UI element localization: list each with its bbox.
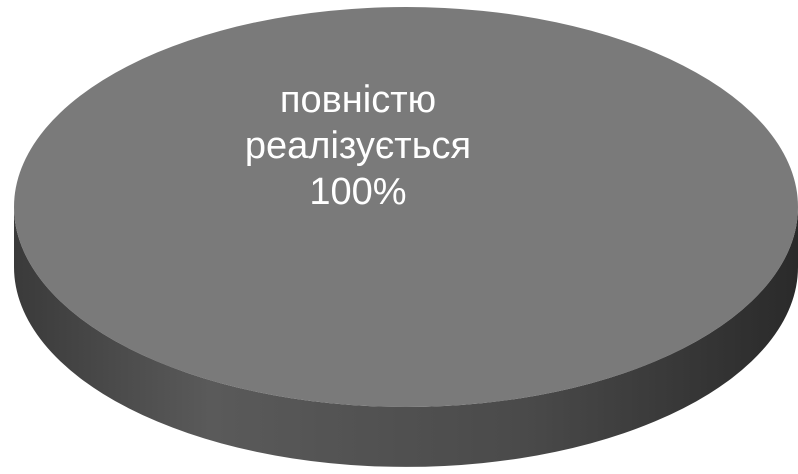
slice-data-label: 100%: [309, 171, 406, 213]
pie-slice: [14, 7, 798, 407]
pie-slice-side: [14, 207, 798, 467]
slice-name-label: реалізується: [245, 125, 471, 167]
slice-name-label: повністю: [280, 79, 436, 121]
